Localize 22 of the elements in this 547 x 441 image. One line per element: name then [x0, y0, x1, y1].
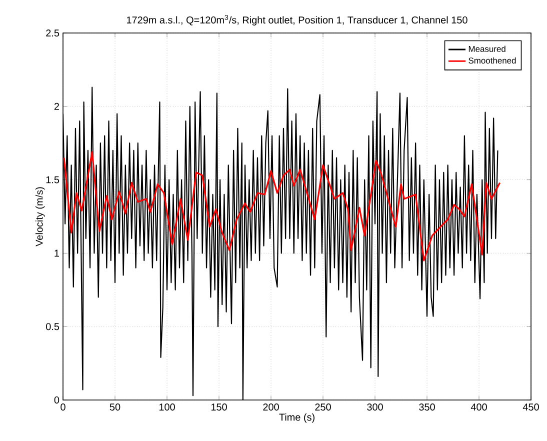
x-tick-label: 250 [315, 404, 331, 411]
line-series [63, 151, 501, 262]
chart-title: 1729m a.s.l., Q=120m$^{3}$/s, Right outlet, Position 1, Transducer 1, Channel 150 [127, 14, 468, 26]
y-axis-title: Velocity (m/s) [35, 187, 45, 246]
y-tick-label: 0.5 [46, 323, 60, 330]
x-tick-label: 350 [419, 404, 435, 411]
x-axis-title: Time (s) [279, 413, 314, 423]
y-tick-label: 1.5 [46, 176, 60, 184]
y-tick-label: 2.5 [46, 29, 60, 37]
x-tick-label: 0 [60, 404, 66, 411]
y-tick-label: 2 [54, 102, 59, 110]
legend-label: Measured [468, 46, 506, 52]
legend-label: Smoothened [468, 57, 516, 64]
x-tick-label: 300 [367, 404, 383, 411]
x-tick-label: 150 [211, 404, 227, 411]
x-tick-label: 450 [522, 404, 539, 411]
x-tick-label: 100 [159, 404, 175, 411]
y-tick-label: 1 [54, 250, 59, 257]
x-tick-label: 400 [470, 404, 487, 411]
x-tick-label: 200 [263, 404, 279, 411]
x-tick-label: 50 [110, 404, 120, 411]
y-tick-label: 0 [54, 396, 60, 404]
